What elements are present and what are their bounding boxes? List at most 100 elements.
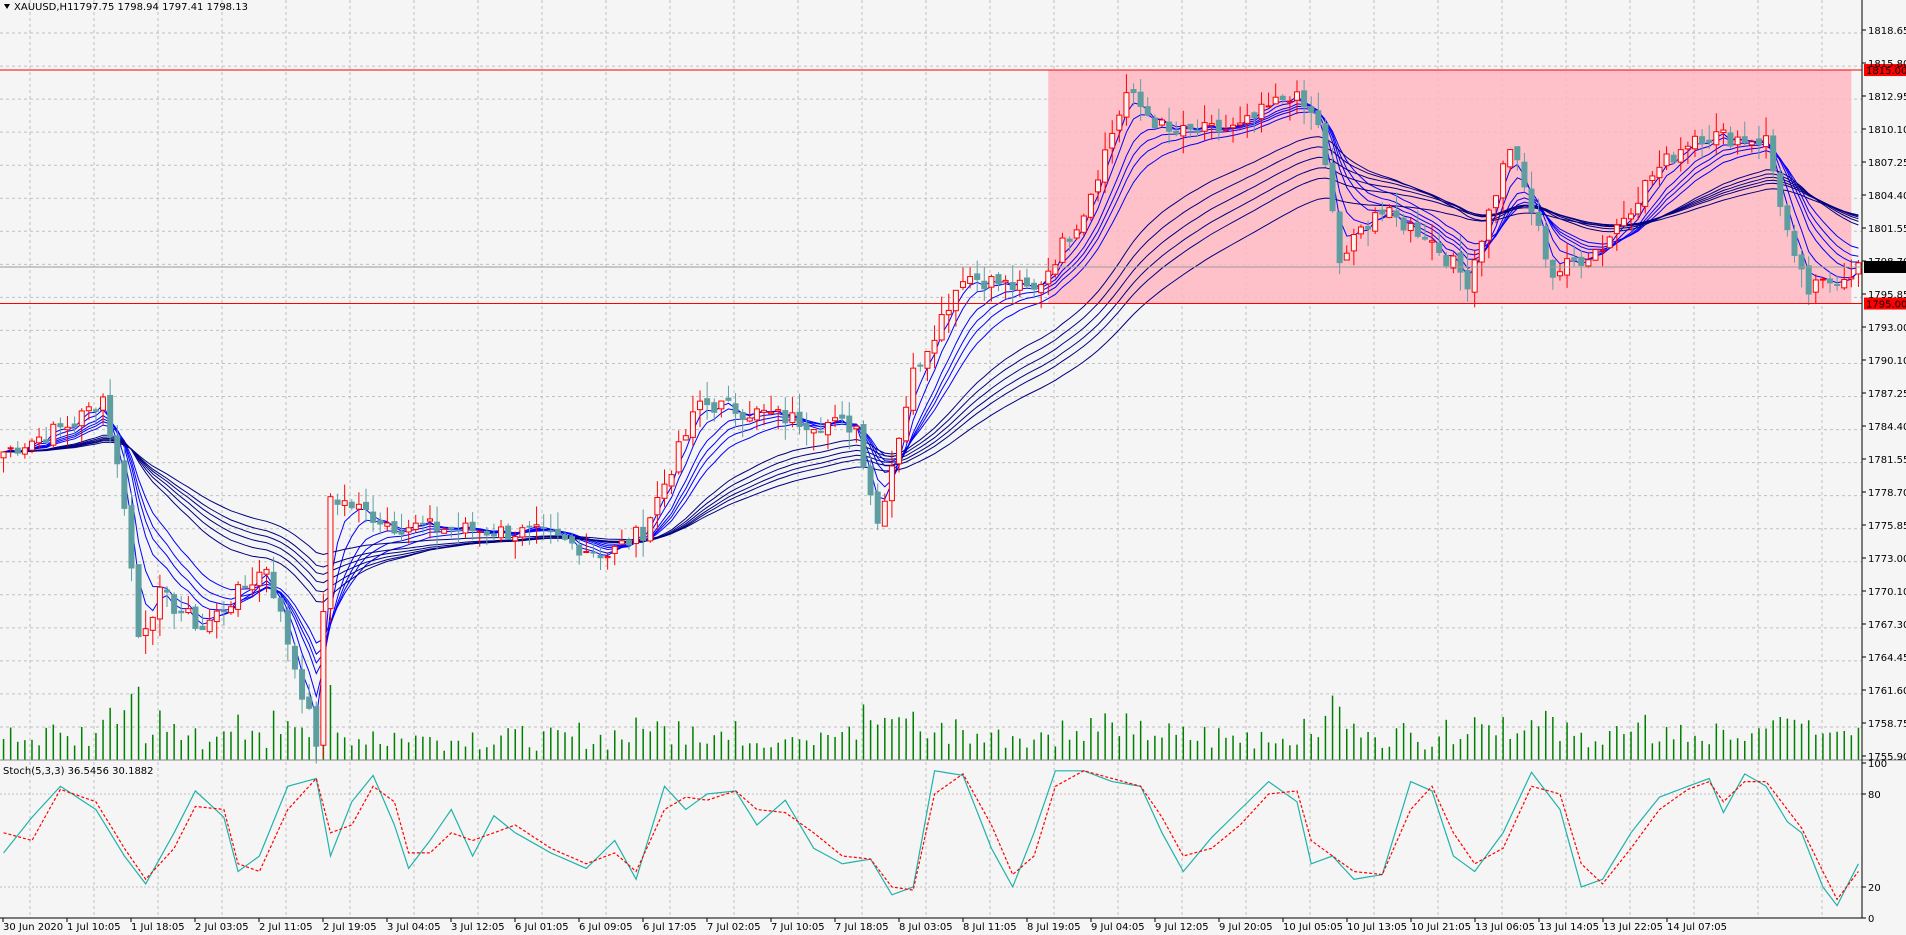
candle-body <box>1208 123 1215 126</box>
candle-body <box>1308 106 1315 113</box>
candle-body <box>697 400 704 411</box>
candle-body <box>263 568 270 575</box>
time-tick-label: 3 Jul 04:05 <box>387 922 441 933</box>
candle-body <box>1677 149 1684 163</box>
candle-body <box>760 409 767 413</box>
time-tick-label: 3 Jul 12:05 <box>451 922 505 933</box>
candle-body <box>441 528 448 534</box>
time-tick-label: 9 Jul 20:05 <box>1219 922 1273 933</box>
horizontal-levels: 1815.00 1795.00 1798.13 <box>0 64 1906 311</box>
candle-body <box>974 273 981 280</box>
candle-body <box>1158 119 1165 126</box>
candle-body <box>654 496 661 516</box>
candle-body <box>398 530 405 535</box>
time-tick-label: 6 Jul 09:05 <box>579 922 633 933</box>
time-tick-label: 9 Jul 12:05 <box>1155 922 1209 933</box>
candle-body <box>1528 188 1535 213</box>
candle-body <box>540 526 547 529</box>
candle-body <box>405 527 412 533</box>
candle-body <box>1755 138 1762 146</box>
candle-body <box>85 406 92 412</box>
price-tick-label: 1778.70 <box>1868 488 1906 499</box>
candle-body <box>313 706 320 747</box>
candle-body <box>959 281 966 288</box>
candle-body <box>1194 129 1201 134</box>
candle-body <box>1102 149 1109 183</box>
price-tick-label: 1775.85 <box>1868 521 1906 532</box>
price-tick-label: 1761.60 <box>1868 686 1906 697</box>
candle-body <box>1222 129 1229 132</box>
candle-body <box>1023 277 1030 287</box>
price-tick-label: 1755.90 <box>1868 752 1906 763</box>
candle-body <box>1116 114 1123 131</box>
candle-body <box>256 571 263 587</box>
candle-body <box>1336 211 1343 264</box>
time-tick-label: 14 Jul 07:05 <box>1667 922 1727 933</box>
price-tick-label: 1818.65 <box>1868 26 1906 37</box>
candle-body <box>1649 175 1656 182</box>
candle-body <box>1187 123 1194 130</box>
candle-body <box>1315 110 1322 126</box>
candle-body <box>291 645 298 670</box>
time-tick-label: 8 Jul 03:05 <box>899 922 953 933</box>
candle-body <box>1379 209 1386 215</box>
candle-body <box>469 521 476 532</box>
candle-body <box>1585 259 1592 267</box>
candle-body <box>448 526 455 530</box>
ema-line <box>3 103 1859 675</box>
candle-body <box>945 309 952 316</box>
candle-body <box>1443 255 1450 267</box>
candle-body <box>1059 237 1066 263</box>
candle-body <box>426 518 433 522</box>
candle-body <box>824 422 831 436</box>
candle-body <box>867 465 874 496</box>
candle-body <box>1656 166 1663 179</box>
dropdown-icon[interactable] <box>4 4 10 9</box>
candle-body <box>1450 255 1457 269</box>
candle-body <box>1016 279 1023 291</box>
ema-line <box>3 136 1859 603</box>
candle-body <box>1727 132 1734 147</box>
candle-body <box>1457 252 1464 273</box>
price-tick-label: 1790.10 <box>1868 356 1906 367</box>
candle-body <box>1031 282 1038 290</box>
candle-body <box>931 339 938 354</box>
candle-body <box>1642 180 1649 207</box>
candle-body <box>711 402 718 413</box>
time-tick-label: 6 Jul 01:05 <box>515 922 569 933</box>
candle-body <box>1748 141 1755 146</box>
candle-body <box>1713 131 1720 146</box>
candle-body <box>1073 229 1080 239</box>
range-zone <box>1048 70 1852 304</box>
candle-body <box>1592 249 1599 261</box>
candle-body <box>1279 95 1286 101</box>
candle-body <box>1777 173 1784 207</box>
candle-body <box>917 364 924 367</box>
candle-body <box>135 564 142 637</box>
price-tick-label: 1758.75 <box>1868 719 1906 730</box>
candle-body <box>881 500 888 527</box>
candle-body <box>1670 154 1677 163</box>
candle-body <box>888 465 895 502</box>
candle-body <box>1173 130 1180 135</box>
candle-body <box>1855 262 1862 275</box>
candle-body <box>1578 256 1585 266</box>
candle-body <box>924 350 931 369</box>
ema-line <box>3 95 1859 719</box>
candle-body <box>1798 254 1805 270</box>
candle-body <box>597 554 604 559</box>
stoch-tick-label: 0 <box>1868 914 1874 925</box>
candle-body <box>242 585 249 589</box>
candle-body <box>1414 222 1421 237</box>
candle-body <box>64 426 71 431</box>
time-tick-label: 10 Jul 05:05 <box>1283 922 1343 933</box>
candle-body <box>1080 215 1087 233</box>
candle-body <box>1109 132 1116 149</box>
candle-body <box>1784 205 1791 231</box>
candle-body <box>1535 211 1542 226</box>
candle-body <box>938 314 945 341</box>
ohlc-label: 1797.75 1798.94 1797.41 1798.13 <box>73 2 248 13</box>
candle-body <box>1571 257 1578 262</box>
candle-body <box>1699 136 1706 145</box>
